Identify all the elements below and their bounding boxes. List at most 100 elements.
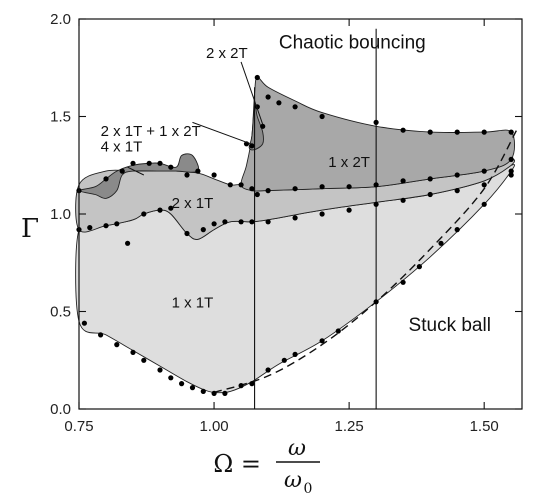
data-point [292, 104, 298, 110]
label-chaotic: Chaotic bouncing [279, 32, 426, 53]
data-point [454, 172, 460, 178]
regions-layer [75, 77, 516, 394]
data-point [427, 191, 433, 198]
data-point [260, 123, 266, 129]
data-point [481, 168, 487, 174]
data-point [346, 184, 352, 190]
y-tick-label: 0.0 [50, 401, 71, 418]
data-point [211, 390, 217, 396]
data-point [481, 201, 487, 207]
data-point [238, 219, 244, 225]
data-point [98, 332, 104, 338]
data-point [249, 219, 255, 225]
label-r4x1t: 4 x 1T [101, 139, 143, 156]
data-point [427, 176, 433, 182]
data-point [222, 390, 228, 396]
x-axis-label-denominator: ω [284, 468, 302, 493]
data-point [319, 211, 325, 217]
data-point [103, 223, 109, 229]
leader-line [127, 166, 145, 176]
data-point [114, 221, 120, 227]
data-point [292, 351, 298, 357]
data-point [265, 367, 271, 373]
data-point [249, 186, 255, 192]
data-point [184, 230, 190, 237]
label-r1x1t: 1 x 1T [172, 295, 214, 312]
data-point [481, 129, 487, 135]
data-point [400, 127, 406, 133]
leader-line [240, 61, 264, 125]
leader-line [192, 121, 251, 145]
data-point [238, 182, 244, 188]
data-point [335, 328, 341, 334]
data-point [249, 381, 255, 387]
x-tick-label: 1.50 [470, 418, 499, 435]
data-point [276, 100, 282, 106]
data-point [319, 338, 325, 344]
data-point [81, 320, 87, 326]
region-2-x-2t [248, 103, 264, 151]
data-point [481, 182, 487, 188]
data-point [211, 221, 217, 227]
data-point [454, 227, 460, 233]
x-tick-label: 1.25 [335, 418, 364, 435]
data-point [319, 113, 325, 120]
data-point [184, 172, 190, 178]
data-point [146, 160, 152, 166]
data-point [373, 182, 379, 188]
data-point [454, 188, 460, 194]
data-point [400, 178, 406, 184]
data-point [373, 119, 379, 125]
data-point [438, 240, 444, 246]
data-point [168, 375, 174, 381]
y-tick-label: 2.0 [50, 11, 71, 28]
x-axis-label-lhs: Ω = [213, 450, 261, 478]
data-point [319, 184, 325, 190]
data-point [211, 172, 217, 178]
x-tick-label: 0.75 [64, 418, 93, 435]
data-point [508, 172, 514, 178]
data-point [141, 211, 147, 217]
data-point [87, 225, 93, 231]
data-point [508, 168, 514, 174]
data-point [292, 215, 298, 221]
data-point [141, 357, 147, 363]
dashed-curve [213, 129, 518, 394]
data-point [254, 74, 260, 81]
x-axis-label-numerator: ω [288, 436, 306, 461]
annotation-layer: Chaotic bouncing Stuck ball 1 x 1T 2 x 1T 1 … [101, 32, 491, 336]
data-point [373, 299, 379, 305]
data-point [249, 143, 255, 149]
label-r1x2t: 1 x 2T [328, 154, 370, 171]
data-point [265, 219, 271, 225]
data-point [130, 349, 136, 355]
data-point [125, 240, 131, 246]
data-point [400, 197, 406, 203]
label-r2x1t: 2 x 1T [172, 195, 214, 212]
label-r2x2t: 2 x 2T [206, 45, 248, 62]
data-point [238, 383, 244, 389]
data-point [292, 186, 298, 192]
data-point [400, 279, 406, 285]
region-4-x-1t [78, 153, 200, 199]
axis-ticks: 0.75 1.00 1.25 1.50 0.0 0.5 1.0 1.5 2.0 [50, 11, 522, 435]
data-point [157, 367, 163, 373]
data-point [189, 385, 196, 391]
data-point [157, 207, 163, 213]
x-axis-label: Ω = ω ω 0 [213, 436, 320, 497]
data-point [508, 129, 514, 135]
y-axis-label: Γ [21, 214, 39, 244]
data-point [508, 156, 514, 162]
data-point [130, 160, 136, 166]
data-point [454, 129, 460, 135]
data-point [195, 168, 201, 174]
data-point [222, 219, 228, 225]
data-point [157, 160, 163, 166]
data-point [265, 94, 271, 100]
x-tick-label: 1.00 [199, 418, 228, 435]
data-point [119, 168, 125, 174]
data-point [114, 342, 120, 348]
data-point [265, 188, 271, 194]
data-point [416, 264, 422, 270]
x-axis-label-subscript: 0 [304, 481, 313, 497]
